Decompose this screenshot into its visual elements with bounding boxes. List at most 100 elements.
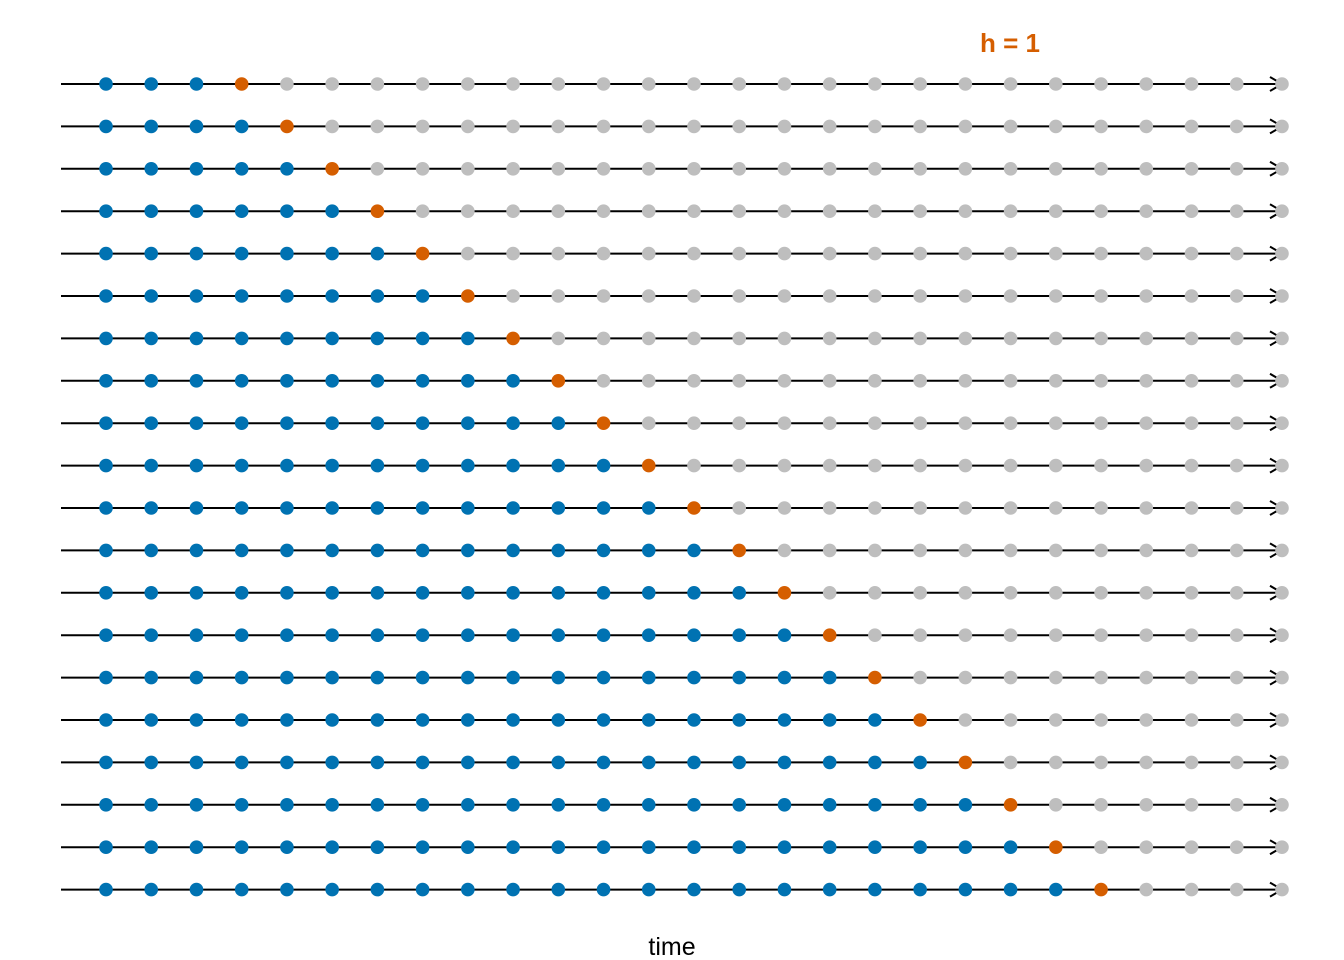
training-point bbox=[189, 501, 204, 515]
unused-point bbox=[777, 416, 792, 431]
unused-point bbox=[596, 289, 611, 303]
training-point bbox=[280, 458, 294, 473]
training-point bbox=[99, 416, 113, 431]
unused-point bbox=[1229, 586, 1244, 600]
unused-point bbox=[1275, 119, 1289, 134]
unused-point bbox=[958, 331, 973, 346]
unused-point bbox=[958, 77, 973, 91]
unused-point bbox=[1003, 246, 1018, 261]
training-point bbox=[596, 543, 611, 558]
training-point bbox=[99, 882, 113, 897]
unused-point bbox=[958, 204, 973, 218]
training-point bbox=[280, 586, 294, 600]
unused-point bbox=[551, 246, 566, 261]
training-point bbox=[144, 840, 159, 854]
training-point bbox=[415, 882, 430, 897]
unused-point bbox=[1139, 77, 1154, 91]
training-point bbox=[144, 713, 159, 727]
unused-point bbox=[1184, 289, 1199, 303]
unused-point bbox=[1049, 798, 1063, 812]
unused-point bbox=[1049, 755, 1063, 770]
training-point bbox=[596, 755, 611, 770]
split-row bbox=[61, 118, 1289, 135]
training-point bbox=[641, 882, 656, 897]
unused-point bbox=[1139, 840, 1154, 854]
unused-point bbox=[1184, 840, 1199, 854]
training-point bbox=[551, 798, 566, 812]
unused-point bbox=[732, 162, 747, 176]
training-point bbox=[189, 840, 204, 854]
training-point bbox=[189, 246, 204, 261]
training-point bbox=[687, 628, 701, 642]
training-point bbox=[325, 289, 339, 303]
split-row bbox=[61, 542, 1289, 559]
unused-point bbox=[596, 331, 611, 346]
unused-point bbox=[822, 119, 837, 134]
unused-point bbox=[868, 77, 882, 91]
unused-point bbox=[1139, 543, 1154, 558]
training-point bbox=[325, 204, 339, 218]
training-point bbox=[280, 246, 294, 261]
training-point bbox=[641, 798, 656, 812]
training-point bbox=[234, 798, 249, 812]
unused-point bbox=[958, 162, 973, 176]
training-point bbox=[189, 670, 204, 685]
unused-point bbox=[1049, 162, 1063, 176]
unused-point bbox=[958, 374, 973, 388]
unused-point bbox=[415, 77, 430, 91]
unused-point bbox=[461, 162, 475, 176]
training-point bbox=[234, 501, 249, 515]
training-point bbox=[415, 755, 430, 770]
training-point bbox=[99, 670, 113, 685]
training-point bbox=[641, 543, 656, 558]
training-point bbox=[280, 543, 294, 558]
unused-point bbox=[913, 119, 927, 134]
training-point bbox=[732, 713, 747, 727]
unused-point bbox=[1139, 458, 1154, 473]
x-axis-label: time bbox=[648, 933, 695, 960]
test-point bbox=[325, 162, 339, 176]
unused-point bbox=[1049, 670, 1063, 685]
training-point bbox=[370, 289, 385, 303]
unused-point bbox=[1184, 501, 1199, 515]
unused-point bbox=[1139, 670, 1154, 685]
training-point bbox=[370, 501, 385, 515]
training-point bbox=[99, 586, 113, 600]
training-point bbox=[415, 840, 430, 854]
training-point bbox=[325, 246, 339, 261]
training-point bbox=[461, 331, 475, 346]
split-row bbox=[61, 330, 1289, 347]
unused-point bbox=[822, 162, 837, 176]
split-row bbox=[61, 203, 1289, 220]
unused-point bbox=[415, 119, 430, 134]
unused-point bbox=[325, 119, 339, 134]
unused-point bbox=[732, 416, 747, 431]
training-point bbox=[99, 77, 113, 91]
unused-point bbox=[777, 77, 792, 91]
training-point bbox=[506, 416, 520, 431]
unused-point bbox=[1094, 755, 1108, 770]
unused-point bbox=[958, 713, 973, 727]
training-point bbox=[280, 162, 294, 176]
unused-point bbox=[913, 77, 927, 91]
training-point bbox=[99, 289, 113, 303]
training-point bbox=[732, 670, 747, 685]
unused-point bbox=[777, 289, 792, 303]
training-point bbox=[461, 670, 475, 685]
unused-point bbox=[1184, 713, 1199, 727]
training-point bbox=[913, 755, 927, 770]
training-point bbox=[99, 162, 113, 176]
training-point bbox=[280, 204, 294, 218]
training-point bbox=[370, 882, 385, 897]
training-point bbox=[596, 586, 611, 600]
unused-point bbox=[461, 119, 475, 134]
training-point bbox=[325, 882, 339, 897]
test-point bbox=[370, 204, 385, 218]
unused-point bbox=[913, 543, 927, 558]
training-point bbox=[325, 755, 339, 770]
training-point bbox=[822, 713, 837, 727]
training-point bbox=[234, 162, 249, 176]
unused-point bbox=[1094, 204, 1108, 218]
training-point bbox=[551, 755, 566, 770]
